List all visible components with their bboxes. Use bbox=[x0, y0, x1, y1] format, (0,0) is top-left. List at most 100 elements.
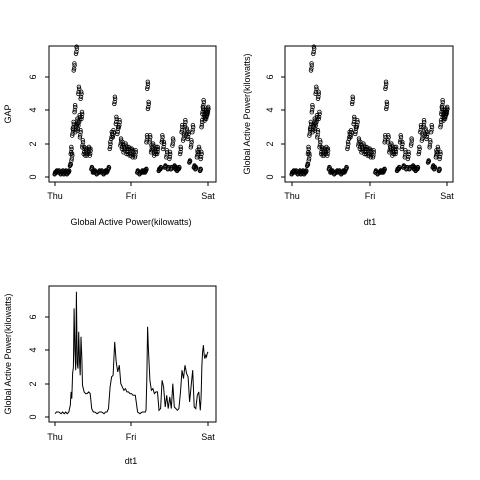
x-tick-label: Thu bbox=[284, 191, 300, 201]
x-axis: Thu Fri Sat bbox=[47, 182, 215, 201]
scatter-point bbox=[69, 156, 74, 161]
y-tick-label: 0 bbox=[28, 414, 38, 419]
scatter-point bbox=[145, 106, 151, 112]
scatter-point bbox=[417, 146, 422, 152]
scatter-point bbox=[406, 149, 411, 155]
panel-gap-line: Thu Fri Sat 0 2 4 6 dt1 Global Active Po… bbox=[3, 285, 217, 466]
scatter-point bbox=[314, 119, 319, 125]
scatter-point bbox=[66, 168, 72, 173]
scatter-point bbox=[111, 129, 116, 135]
scatter-point bbox=[77, 133, 83, 138]
scatter-point bbox=[437, 156, 442, 162]
scatter-point bbox=[132, 155, 138, 160]
scatter-point bbox=[117, 117, 122, 123]
y-tick-label: 2 bbox=[265, 141, 275, 146]
scatter-point bbox=[306, 156, 312, 161]
scatter-point bbox=[348, 127, 354, 133]
scatter-point bbox=[427, 143, 433, 148]
scatter-point bbox=[148, 135, 153, 140]
scatter-point bbox=[117, 122, 122, 128]
scatter-point bbox=[74, 46, 80, 51]
scatter-point bbox=[315, 133, 320, 138]
scatter-point bbox=[428, 129, 434, 135]
scatter-point bbox=[370, 155, 376, 160]
scatter-point bbox=[345, 146, 350, 152]
scatter-point bbox=[309, 61, 314, 66]
scatter-point bbox=[384, 104, 389, 110]
scatter-point bbox=[72, 109, 77, 115]
scatter-point bbox=[325, 148, 331, 153]
plot-box bbox=[284, 45, 454, 183]
scatter-point bbox=[105, 167, 111, 172]
scatter-point bbox=[309, 63, 314, 68]
scatter-point bbox=[107, 144, 113, 150]
scatter-point bbox=[308, 68, 314, 73]
scatter-point bbox=[438, 151, 443, 157]
scatter-point bbox=[386, 133, 391, 138]
scatter-point bbox=[170, 141, 175, 146]
scatter-point bbox=[205, 111, 210, 117]
scatter-point bbox=[418, 127, 423, 133]
scatter-point bbox=[348, 133, 354, 138]
scatter-point bbox=[307, 133, 312, 138]
scatter-point bbox=[193, 164, 199, 170]
scatter-point bbox=[89, 164, 95, 170]
scatter-point bbox=[160, 146, 166, 152]
scatter-point bbox=[386, 135, 391, 140]
scatter-point bbox=[429, 124, 435, 130]
scatter-point bbox=[176, 167, 181, 172]
scatter-point bbox=[144, 86, 150, 91]
scatter-point bbox=[438, 122, 443, 128]
scatter-point bbox=[170, 136, 176, 141]
panel-gap-scatter-dt1: Thu Fri Sat 0 2 4 6 dt1 Global Active Po… bbox=[242, 44, 454, 227]
scatter-point bbox=[69, 158, 74, 163]
scatter-point bbox=[383, 135, 388, 140]
x-axis: Thu Fri Sat bbox=[47, 422, 215, 442]
x-tick-label: Fri bbox=[126, 191, 137, 201]
scatter-point bbox=[201, 97, 206, 103]
scatter-point bbox=[79, 116, 84, 122]
scatter-point bbox=[382, 140, 387, 145]
scatter-point bbox=[178, 146, 184, 152]
scatter-point bbox=[385, 138, 391, 143]
scatter-point bbox=[67, 163, 73, 169]
scatter-point bbox=[155, 146, 161, 152]
scatter-point bbox=[406, 154, 411, 160]
scatter-point bbox=[88, 148, 93, 153]
scatter-point bbox=[77, 135, 83, 140]
scatter-point bbox=[178, 144, 183, 150]
scatter-point bbox=[399, 144, 405, 150]
scatter-point bbox=[197, 146, 202, 152]
scatter-point bbox=[199, 122, 205, 128]
y-tick-label: 0 bbox=[265, 174, 275, 179]
scatter-point bbox=[420, 136, 425, 141]
scatter-point bbox=[180, 138, 186, 143]
scatter-point bbox=[315, 96, 321, 101]
scatter-point bbox=[313, 89, 319, 94]
y-tick-label: 4 bbox=[265, 107, 275, 112]
scatter-point bbox=[350, 94, 355, 99]
scatter-point bbox=[354, 124, 359, 130]
x-axis-label: dt1 bbox=[364, 217, 377, 227]
scatter-point bbox=[309, 66, 314, 71]
scatter-point bbox=[355, 117, 360, 123]
scatter-point bbox=[188, 143, 194, 148]
scatter-point bbox=[355, 119, 360, 125]
scatter-point bbox=[384, 101, 390, 107]
scatter-point bbox=[354, 122, 360, 128]
scatter-point bbox=[167, 149, 173, 155]
scatter-point bbox=[406, 151, 411, 157]
scatter-point bbox=[314, 84, 319, 89]
scatter-point bbox=[422, 119, 427, 125]
scatter-point bbox=[69, 151, 75, 156]
scatter-point bbox=[303, 170, 308, 175]
scatter-point bbox=[313, 91, 318, 96]
scatter-point bbox=[73, 51, 79, 56]
x-tick-label: Fri bbox=[365, 191, 376, 201]
scatter-point bbox=[79, 109, 85, 115]
scatter-point bbox=[73, 104, 78, 110]
scatter-point bbox=[311, 44, 317, 49]
scatter-point bbox=[426, 158, 431, 163]
scatter-point bbox=[311, 51, 316, 56]
scatter-point bbox=[187, 158, 193, 163]
